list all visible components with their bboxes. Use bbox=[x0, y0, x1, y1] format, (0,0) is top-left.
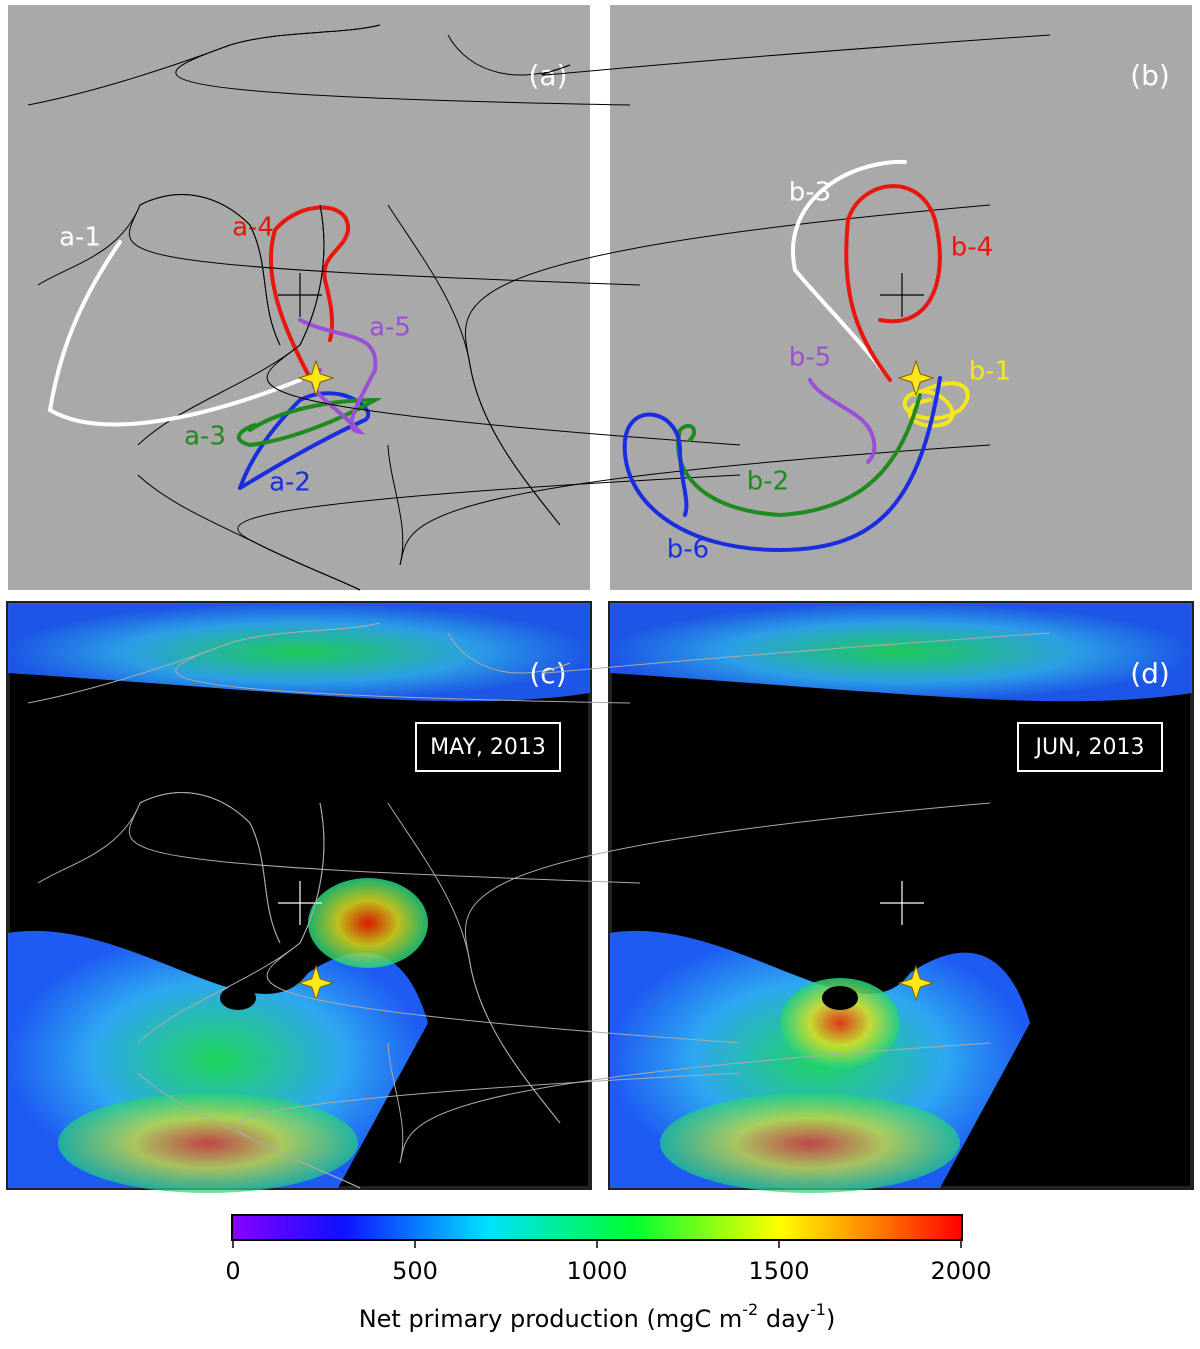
pole-cross bbox=[880, 881, 924, 925]
coastline bbox=[266, 204, 741, 446]
date-label: MAY, 2013 bbox=[430, 735, 546, 760]
site-star bbox=[897, 964, 935, 1002]
colorbar-tick-label: 1000 bbox=[566, 1257, 627, 1285]
label-part: Net primary production (mgC m bbox=[359, 1305, 743, 1333]
trajectory-label: a-4 bbox=[232, 213, 274, 243]
trajectory bbox=[269, 205, 351, 380]
colorbar-tick-label: 2000 bbox=[930, 1257, 991, 1285]
colorbar bbox=[231, 1214, 963, 1241]
ocean-bloom bbox=[780, 978, 900, 1068]
site-star bbox=[297, 964, 335, 1002]
ocean-bloom bbox=[660, 1093, 960, 1193]
coastline bbox=[541, 34, 1051, 76]
site-star bbox=[297, 359, 335, 397]
pole-cross bbox=[278, 273, 322, 317]
date-box bbox=[415, 722, 561, 772]
ice-hole bbox=[220, 986, 256, 1010]
label-part: day bbox=[758, 1305, 810, 1333]
map-panel: a-1 a-2 a-3 a-4 a-5 (a) bbox=[8, 5, 590, 591]
coastline bbox=[266, 802, 741, 1044]
coastline bbox=[237, 1072, 741, 1189]
coastline bbox=[175, 622, 631, 704]
trajectory bbox=[676, 393, 922, 518]
coastline bbox=[175, 24, 631, 106]
ocean-bloom bbox=[308, 878, 428, 968]
trajectory-label: b-5 bbox=[789, 343, 831, 373]
trajectory bbox=[808, 378, 877, 464]
colorbar-label: Net primary production (mgC m-2 day-1) bbox=[359, 1300, 836, 1334]
panel-label: (c) bbox=[529, 657, 566, 690]
coastline bbox=[387, 1042, 404, 1164]
coastline bbox=[464, 204, 991, 526]
map-background bbox=[8, 5, 590, 590]
trajectory-label: b-6 bbox=[667, 535, 709, 565]
colorbar-tick-label: 0 bbox=[225, 1257, 240, 1285]
trajectory-label: a-1 bbox=[59, 223, 101, 253]
label-superscript: -1 bbox=[810, 1300, 826, 1319]
trajectory bbox=[902, 381, 970, 428]
trajectory-label: b-4 bbox=[951, 233, 993, 263]
trajectory bbox=[622, 376, 942, 553]
panel-label: (b) bbox=[1130, 59, 1170, 92]
coastline bbox=[237, 474, 741, 591]
coastline bbox=[387, 444, 404, 566]
date-label: JUN, 2013 bbox=[1033, 735, 1144, 760]
ice-hole bbox=[822, 986, 858, 1010]
panels: a-1 a-2 a-3 a-4 a-5 (a) b-1 b-2 b-3 b-4 b-5 b-6 (b) (… bbox=[6, 5, 1194, 1193]
trajectory bbox=[298, 318, 378, 435]
map-panel: (d) JUN, 2013 bbox=[128, 601, 1194, 1193]
map-panel: (c) MAY, 2013 bbox=[6, 601, 592, 1193]
ocean-bloom bbox=[58, 1093, 358, 1193]
date-box bbox=[1017, 722, 1163, 772]
site-star bbox=[897, 359, 935, 397]
coastline bbox=[464, 802, 991, 1124]
pole-cross bbox=[880, 273, 924, 317]
ocean-color-north bbox=[8, 603, 590, 702]
coastline bbox=[128, 194, 641, 346]
colorbar-tick-label: 1500 bbox=[748, 1257, 809, 1285]
trajectory bbox=[791, 159, 907, 382]
pole-cross bbox=[278, 881, 322, 925]
trajectory-label: b-3 bbox=[789, 178, 831, 208]
panel-label: (a) bbox=[528, 59, 567, 92]
trajectory-label: b-2 bbox=[747, 467, 789, 497]
trajectory bbox=[47, 240, 302, 427]
trajectory-label: a-2 bbox=[269, 468, 311, 498]
coastline bbox=[399, 444, 991, 566]
map-panel: b-1 b-2 b-3 b-4 b-5 b-6 (b) bbox=[128, 5, 1192, 591]
label-part: ) bbox=[826, 1305, 835, 1333]
trajectory bbox=[236, 397, 383, 448]
ocean-color-north bbox=[610, 603, 1192, 702]
colorbar-tick-label: 500 bbox=[392, 1257, 438, 1285]
trajectory bbox=[844, 184, 942, 382]
trajectory-label: b-1 bbox=[969, 357, 1011, 387]
trajectory-label: a-3 bbox=[184, 422, 226, 452]
coastline bbox=[399, 1042, 991, 1164]
coastline bbox=[541, 632, 1051, 674]
panel-label: (d) bbox=[1130, 657, 1170, 690]
label-superscript: -2 bbox=[742, 1300, 758, 1319]
trajectory-label: a-5 bbox=[369, 313, 411, 343]
coastline bbox=[128, 792, 641, 944]
map-background bbox=[610, 5, 1192, 590]
